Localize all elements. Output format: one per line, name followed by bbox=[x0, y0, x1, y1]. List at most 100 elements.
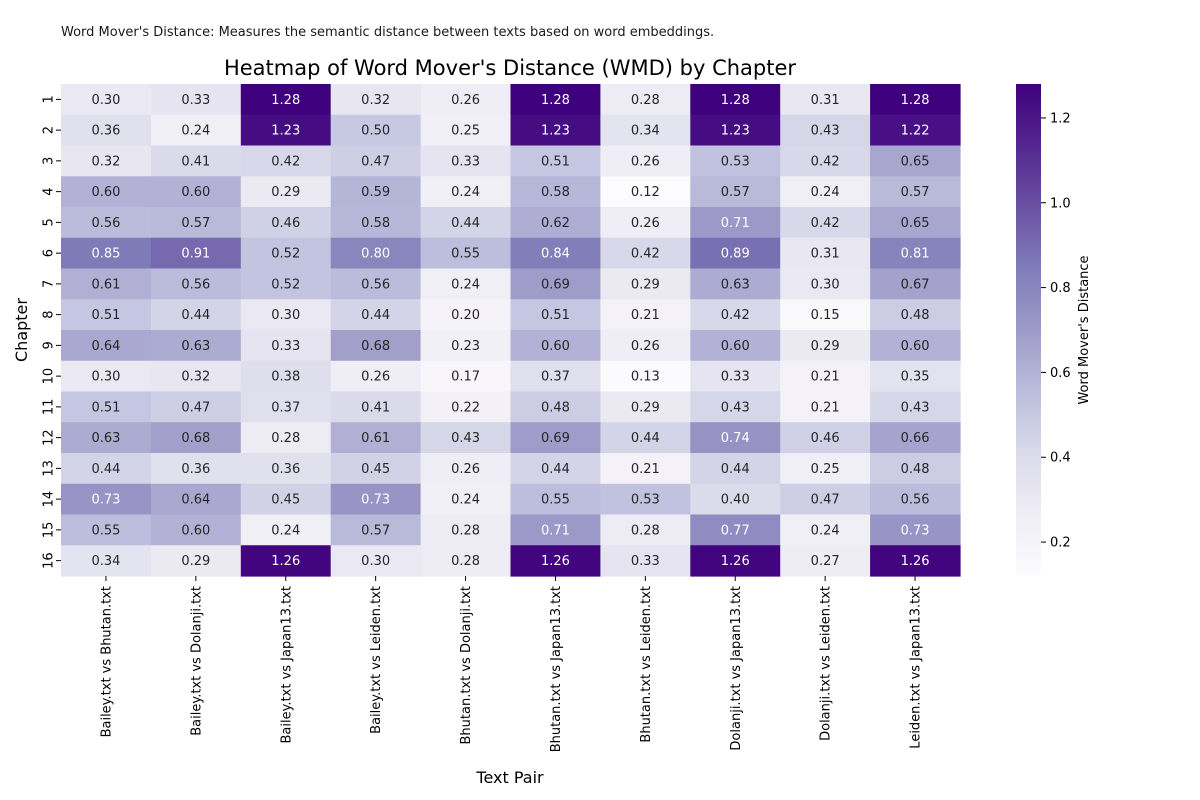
heatmap-cell bbox=[61, 84, 152, 116]
cell-value-label: 0.15 bbox=[811, 308, 840, 323]
heatmap-cell bbox=[240, 514, 332, 546]
heatmap-cell bbox=[240, 299, 332, 331]
heatmap-cell bbox=[690, 483, 781, 516]
heatmap-cell bbox=[240, 176, 332, 208]
colorbar-tick-label: 0.2 bbox=[1050, 536, 1071, 551]
heatmap-cell bbox=[870, 545, 961, 577]
y-tick-label: 8 bbox=[42, 310, 57, 318]
heatmap-cell bbox=[780, 453, 871, 485]
heatmap-cell bbox=[61, 453, 152, 485]
heatmap-cell bbox=[330, 483, 422, 516]
heatmap-cell bbox=[690, 545, 781, 577]
heatmap-cell bbox=[420, 84, 512, 116]
cell-value-label: 0.77 bbox=[721, 523, 750, 538]
cell-value-label: 0.24 bbox=[451, 185, 480, 200]
cell-value-label: 0.74 bbox=[721, 431, 750, 446]
cell-value-label: 0.24 bbox=[181, 124, 210, 139]
cell-value-label: 0.65 bbox=[901, 216, 930, 231]
heatmap-cell bbox=[240, 453, 332, 485]
heatmap-cell bbox=[240, 237, 332, 270]
cell-value-label: 0.73 bbox=[91, 493, 120, 508]
cell-value-label: 0.32 bbox=[181, 370, 210, 385]
colorbar-label: Word Mover's Distance bbox=[1077, 255, 1092, 404]
heatmap-cell bbox=[330, 84, 422, 116]
heatmap-cell bbox=[150, 299, 242, 331]
heatmap-cell bbox=[240, 483, 332, 516]
heatmap-cell bbox=[870, 360, 961, 393]
cell-value-label: 0.44 bbox=[631, 431, 660, 446]
heatmap-cell bbox=[780, 237, 871, 270]
cell-value-label: 0.48 bbox=[901, 462, 930, 477]
heatmap-cell bbox=[510, 453, 601, 485]
heatmap-cell bbox=[420, 514, 512, 546]
heatmap-cell bbox=[420, 207, 512, 239]
heatmap-cell bbox=[690, 453, 781, 485]
cell-value-label: 0.24 bbox=[811, 185, 840, 200]
heatmap-cell bbox=[420, 145, 512, 177]
heatmap-cell bbox=[150, 391, 242, 423]
heatmap-cell bbox=[420, 360, 512, 393]
heatmap-cell bbox=[240, 391, 332, 423]
cell-value-label: 0.45 bbox=[361, 462, 390, 477]
heatmap-cell bbox=[600, 545, 691, 577]
heatmap-cell bbox=[600, 84, 691, 116]
cell-value-label: 0.67 bbox=[901, 277, 930, 292]
y-tick-label: 2 bbox=[42, 126, 57, 134]
cell-value-label: 0.29 bbox=[811, 339, 840, 354]
heatmap-cell bbox=[420, 391, 512, 423]
cell-value-label: 0.46 bbox=[271, 216, 300, 231]
cell-value-label: 0.28 bbox=[271, 431, 300, 446]
heatmap-cell bbox=[870, 453, 961, 485]
cell-value-label: 0.55 bbox=[541, 493, 570, 508]
x-tick-label: Bailey.txt vs Dolanji.txt bbox=[189, 586, 204, 736]
cell-value-label: 0.51 bbox=[91, 400, 120, 415]
cell-value-label: 1.26 bbox=[901, 554, 930, 569]
cell-value-label: 0.30 bbox=[811, 277, 840, 292]
cell-value-label: 1.28 bbox=[721, 93, 750, 108]
cell-value-label: 0.23 bbox=[451, 339, 480, 354]
cell-value-label: 0.32 bbox=[91, 154, 120, 169]
cell-value-label: 0.38 bbox=[271, 370, 300, 385]
cell-value-label: 0.55 bbox=[451, 247, 480, 262]
cell-value-label: 1.23 bbox=[541, 124, 570, 139]
y-tick-label: 6 bbox=[42, 249, 57, 257]
figure-caption: Word Mover's Distance: Measures the sema… bbox=[61, 25, 715, 40]
cell-value-label: 0.62 bbox=[541, 216, 570, 231]
cell-value-label: 0.48 bbox=[901, 308, 930, 323]
heatmap-cells: 0.30 0.33 1.28 0.32 0.26 1.28 0.28 1.28 0.31 1.28… bbox=[61, 84, 961, 577]
chart-title: Heatmap of Word Mover's Distance (WMD) b… bbox=[224, 56, 796, 80]
cell-value-label: 0.69 bbox=[541, 277, 570, 292]
cell-value-label: 0.66 bbox=[901, 431, 930, 446]
cell-value-label: 0.73 bbox=[361, 493, 390, 508]
heatmap-cell bbox=[510, 268, 601, 300]
cell-value-label: 0.29 bbox=[271, 185, 300, 200]
cell-value-label: 0.60 bbox=[181, 185, 210, 200]
cell-value-label: 0.21 bbox=[631, 308, 660, 323]
cell-value-label: 0.64 bbox=[181, 493, 210, 508]
cell-value-label: 0.63 bbox=[91, 431, 120, 446]
cell-value-label: 0.12 bbox=[631, 185, 660, 200]
cell-value-label: 0.85 bbox=[91, 247, 120, 262]
heatmap-cell bbox=[870, 330, 961, 362]
heatmap-cell bbox=[240, 84, 332, 116]
colorbar-tick-label: 1.0 bbox=[1050, 196, 1071, 211]
heatmap-cell bbox=[690, 145, 781, 177]
heatmap-cell bbox=[420, 176, 512, 208]
heatmap-cell bbox=[690, 330, 781, 362]
colorbar: 0.2 0.4 0.6 0.8 1.0 1.2 bbox=[1016, 84, 1071, 576]
y-tick-label: 9 bbox=[42, 341, 57, 349]
heatmap-cell bbox=[870, 237, 961, 270]
cell-value-label: 0.84 bbox=[541, 247, 570, 262]
cell-value-label: 0.71 bbox=[541, 523, 570, 538]
y-tick-label: 13 bbox=[42, 460, 57, 477]
cell-value-label: 0.60 bbox=[721, 339, 750, 354]
heatmap-cell bbox=[600, 145, 691, 177]
heatmap-cell bbox=[870, 514, 961, 546]
cell-value-label: 0.35 bbox=[901, 370, 930, 385]
heatmap-cell bbox=[330, 453, 422, 485]
y-tick-label: 11 bbox=[42, 399, 57, 416]
heatmap-cell bbox=[61, 514, 152, 546]
heatmap-cell bbox=[510, 330, 601, 362]
cell-value-label: 0.42 bbox=[631, 247, 660, 262]
